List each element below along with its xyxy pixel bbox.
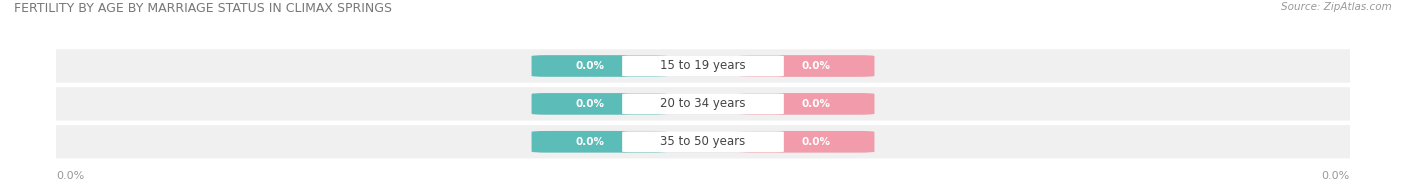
FancyBboxPatch shape: [623, 131, 785, 152]
Text: 20 to 34 years: 20 to 34 years: [661, 97, 745, 110]
FancyBboxPatch shape: [531, 131, 875, 152]
Text: 0.0%: 0.0%: [575, 137, 605, 147]
FancyBboxPatch shape: [738, 131, 875, 152]
FancyBboxPatch shape: [738, 93, 875, 115]
Text: 0.0%: 0.0%: [801, 137, 831, 147]
FancyBboxPatch shape: [37, 87, 1369, 121]
Text: 0.0%: 0.0%: [1322, 171, 1350, 181]
FancyBboxPatch shape: [37, 125, 1369, 158]
FancyBboxPatch shape: [531, 55, 875, 77]
Text: 35 to 50 years: 35 to 50 years: [661, 135, 745, 148]
Text: Source: ZipAtlas.com: Source: ZipAtlas.com: [1281, 2, 1392, 12]
Text: 0.0%: 0.0%: [56, 171, 84, 181]
Text: 0.0%: 0.0%: [575, 99, 605, 109]
FancyBboxPatch shape: [623, 93, 785, 114]
FancyBboxPatch shape: [531, 93, 875, 115]
FancyBboxPatch shape: [531, 93, 668, 115]
Text: 0.0%: 0.0%: [801, 99, 831, 109]
FancyBboxPatch shape: [623, 56, 785, 76]
FancyBboxPatch shape: [738, 55, 875, 77]
Text: 15 to 19 years: 15 to 19 years: [661, 60, 745, 73]
Text: 0.0%: 0.0%: [575, 61, 605, 71]
Text: 0.0%: 0.0%: [801, 61, 831, 71]
FancyBboxPatch shape: [531, 55, 668, 77]
Text: FERTILITY BY AGE BY MARRIAGE STATUS IN CLIMAX SPRINGS: FERTILITY BY AGE BY MARRIAGE STATUS IN C…: [14, 2, 392, 15]
FancyBboxPatch shape: [37, 49, 1369, 83]
Legend: Married, Unmarried: Married, Unmarried: [613, 194, 793, 196]
FancyBboxPatch shape: [531, 131, 668, 152]
